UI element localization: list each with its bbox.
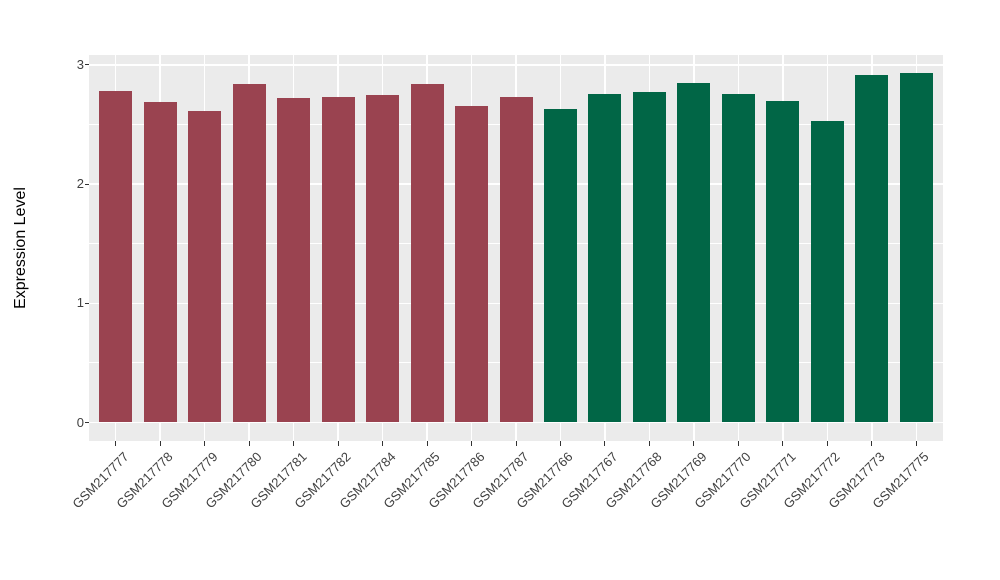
x-tick-mark bbox=[915, 441, 917, 446]
bar bbox=[810, 120, 844, 423]
x-tick-mark bbox=[737, 441, 739, 446]
bar bbox=[410, 84, 444, 423]
x-tick-mark bbox=[515, 441, 517, 446]
x-tick-mark bbox=[604, 441, 606, 446]
x-tick-mark bbox=[115, 441, 117, 446]
bar bbox=[277, 98, 311, 423]
y-tick-label: 0 bbox=[76, 414, 84, 430]
bar bbox=[677, 82, 711, 423]
bar bbox=[232, 84, 266, 423]
x-tick-mark bbox=[426, 441, 428, 446]
plot-panel bbox=[89, 55, 943, 441]
x-tick-mark bbox=[826, 441, 828, 446]
bar bbox=[766, 100, 800, 423]
y-tick-label: 3 bbox=[76, 56, 84, 72]
y-tick-label: 1 bbox=[76, 295, 84, 311]
bar bbox=[321, 97, 355, 423]
y-tick-mark bbox=[85, 302, 89, 304]
bar bbox=[588, 93, 622, 423]
y-tick-mark bbox=[85, 183, 89, 185]
x-tick-mark bbox=[382, 441, 384, 446]
x-tick-mark bbox=[559, 441, 561, 446]
bar bbox=[455, 105, 489, 423]
bar bbox=[143, 101, 177, 423]
x-tick-mark bbox=[204, 441, 206, 446]
bar bbox=[899, 73, 933, 423]
bar bbox=[855, 74, 889, 423]
bar bbox=[721, 93, 755, 423]
x-tick-mark bbox=[159, 441, 161, 446]
x-tick-mark bbox=[337, 441, 339, 446]
bar bbox=[188, 111, 222, 423]
bar bbox=[543, 109, 577, 423]
x-tick-mark bbox=[648, 441, 650, 446]
bar bbox=[366, 94, 400, 423]
x-tick-mark bbox=[471, 441, 473, 446]
y-axis-title: Expression Level bbox=[12, 187, 29, 309]
x-tick-mark bbox=[248, 441, 250, 446]
x-tick-mark bbox=[293, 441, 295, 446]
y-tick-mark bbox=[85, 64, 89, 66]
bar bbox=[632, 92, 666, 423]
x-tick-mark bbox=[693, 441, 695, 446]
x-tick-mark bbox=[782, 441, 784, 446]
bar bbox=[499, 97, 533, 423]
y-tick-label: 2 bbox=[76, 176, 84, 192]
bar bbox=[99, 91, 133, 423]
x-tick-mark bbox=[871, 441, 873, 446]
y-tick-mark bbox=[85, 422, 89, 423]
